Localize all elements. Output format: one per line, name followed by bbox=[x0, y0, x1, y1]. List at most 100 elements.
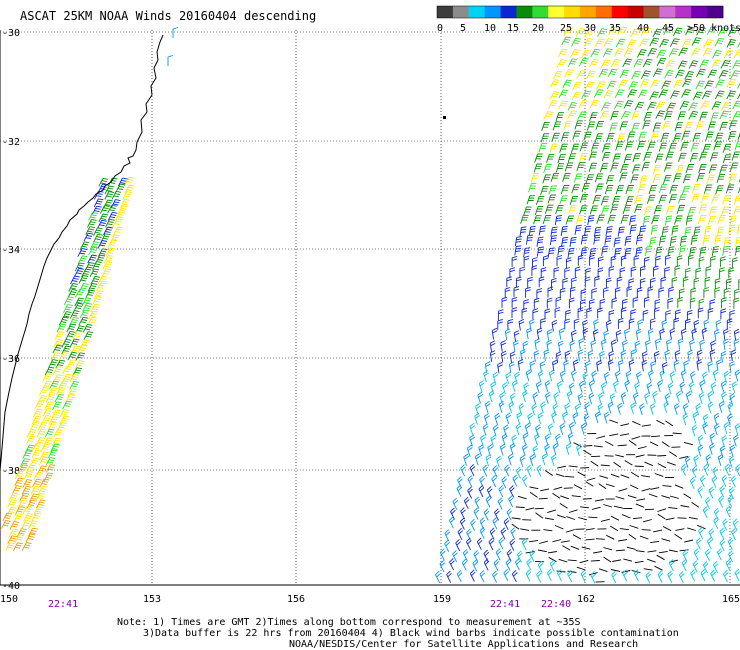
wind-barb bbox=[678, 47, 689, 57]
wind-barb bbox=[535, 424, 541, 437]
wind-barb bbox=[667, 382, 674, 395]
wind-barb bbox=[519, 226, 527, 237]
wind-barb bbox=[29, 421, 40, 431]
wind-barb bbox=[93, 233, 103, 243]
wind-barb bbox=[728, 550, 734, 563]
wind-barb bbox=[568, 421, 575, 434]
wind-barb bbox=[713, 412, 720, 425]
wind-barb bbox=[553, 486, 563, 491]
wind-barb bbox=[585, 528, 595, 531]
wind-barb bbox=[691, 48, 701, 57]
wind-barb bbox=[665, 420, 674, 427]
wind-barb bbox=[21, 542, 32, 551]
wind-barb bbox=[707, 360, 714, 373]
wind-barb bbox=[7, 535, 18, 545]
wind-barb bbox=[653, 529, 663, 533]
wind-barb bbox=[635, 454, 645, 458]
wind-barb bbox=[675, 528, 685, 531]
wind-barb bbox=[593, 234, 601, 245]
wind-barb bbox=[703, 184, 713, 194]
wind-barb bbox=[74, 297, 85, 307]
colorbar-label: >50 knots bbox=[687, 23, 740, 34]
wind-barb bbox=[478, 380, 485, 393]
wind-barb bbox=[69, 380, 79, 390]
wind-barb bbox=[693, 226, 701, 237]
wind-barb bbox=[707, 391, 714, 404]
wind-barb bbox=[99, 205, 110, 214]
wind-barb bbox=[615, 38, 626, 48]
wind-barb bbox=[594, 133, 604, 143]
wind-barb bbox=[560, 184, 570, 195]
wind-barb bbox=[667, 297, 674, 309]
wind-barb bbox=[610, 162, 619, 172]
wind-barb bbox=[535, 381, 542, 394]
wind-barb bbox=[716, 359, 722, 371]
wind-barb bbox=[677, 337, 684, 350]
wind-barb bbox=[734, 141, 740, 151]
wind-barb bbox=[101, 268, 112, 278]
wind-barb bbox=[561, 36, 572, 46]
wind-barb bbox=[5, 542, 15, 552]
colorbar-swatch bbox=[484, 6, 501, 18]
wind-barb bbox=[615, 329, 622, 342]
wind-barb bbox=[536, 288, 543, 300]
wind-barb bbox=[658, 235, 667, 246]
wind-barb bbox=[683, 441, 693, 446]
wind-barb bbox=[580, 422, 587, 435]
wind-barb bbox=[507, 318, 514, 330]
colorbar-label: 40 bbox=[637, 23, 649, 34]
wind-barb bbox=[83, 232, 94, 242]
wind-barb bbox=[88, 212, 98, 221]
longitude-label: 153 bbox=[143, 594, 161, 605]
wind-barb bbox=[492, 424, 499, 437]
wind-barb bbox=[684, 539, 694, 543]
wind-barb bbox=[492, 465, 499, 478]
wind-barb bbox=[709, 152, 719, 162]
wind-barb bbox=[79, 241, 90, 251]
wind-barb bbox=[610, 473, 620, 478]
wind-barb bbox=[546, 328, 553, 341]
wind-barb bbox=[696, 172, 705, 183]
wind-barb bbox=[714, 278, 721, 290]
wind-barb bbox=[734, 369, 740, 382]
wind-barb bbox=[601, 245, 609, 256]
wind-barb bbox=[731, 151, 740, 161]
wind-barb bbox=[678, 152, 687, 162]
colorbar-label: 15 bbox=[507, 23, 519, 34]
wind-barb bbox=[650, 318, 656, 329]
wind-barb bbox=[541, 453, 548, 466]
wind-barb bbox=[589, 99, 600, 109]
wind-barb bbox=[500, 340, 507, 352]
wind-barb bbox=[548, 185, 557, 195]
wind-barb bbox=[709, 432, 716, 445]
wind-barb bbox=[605, 319, 612, 332]
wind-barb bbox=[23, 470, 34, 480]
wind-barb bbox=[624, 379, 631, 392]
wind-barb bbox=[736, 224, 740, 235]
wind-barb bbox=[574, 224, 582, 235]
wind-barb bbox=[579, 153, 588, 163]
wind-barb bbox=[721, 297, 727, 309]
wind-barb bbox=[685, 163, 695, 174]
wind-barb bbox=[680, 141, 689, 152]
wind-barb bbox=[683, 360, 689, 372]
wind-barb bbox=[639, 535, 649, 540]
wind-barb bbox=[624, 460, 633, 466]
wind-barb bbox=[104, 185, 115, 195]
wind-barb bbox=[509, 351, 516, 363]
wind-barb bbox=[31, 442, 42, 452]
wind-barb bbox=[695, 267, 702, 279]
wind-barb bbox=[40, 443, 51, 453]
wind-barb bbox=[598, 68, 609, 78]
wind-barb bbox=[620, 214, 629, 225]
wind-barb bbox=[568, 465, 578, 468]
wind-barb bbox=[588, 151, 598, 161]
wind-barb bbox=[69, 310, 80, 319]
colorbar-swatch bbox=[564, 6, 581, 18]
wind-barb bbox=[588, 379, 595, 392]
wind-barb bbox=[687, 206, 697, 217]
wind-barb bbox=[534, 206, 544, 216]
wind-barb bbox=[544, 391, 551, 404]
wind-barb bbox=[600, 518, 610, 522]
wind-barb bbox=[719, 445, 726, 458]
